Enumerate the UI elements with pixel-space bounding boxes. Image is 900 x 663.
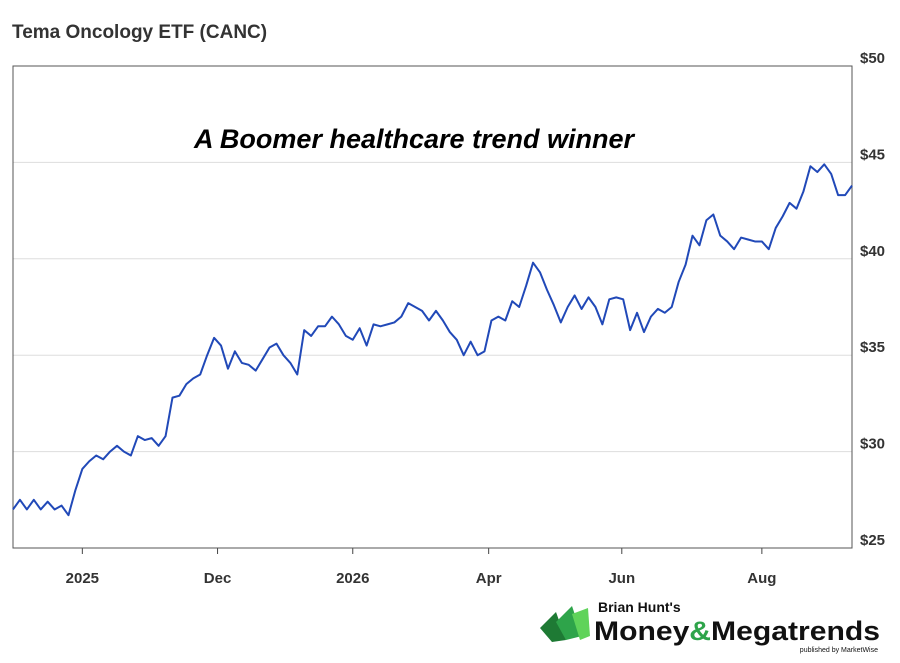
plot-border <box>12 65 853 549</box>
annotation: A Boomer healthcare trend winner <box>193 124 636 154</box>
y-tick-label: $50 <box>860 50 885 67</box>
x-tick-label: Jun <box>608 570 635 587</box>
logo-money: Money <box>594 616 689 646</box>
x-tick-label: 2025 <box>66 570 99 587</box>
price-line <box>12 163 853 517</box>
y-tick-label: $40 <box>860 243 885 260</box>
logo: Brian Hunt's Money &Megatrends published … <box>540 599 880 654</box>
x-tick-label: Aug <box>747 570 776 587</box>
logo-brand: Money &Megatrends <box>594 616 880 646</box>
logo-byline: Brian Hunt's <box>598 599 681 615</box>
logo-megatrends: Megatrends <box>711 616 880 646</box>
logo-icon <box>540 612 566 642</box>
x-tick-label: Dec <box>204 570 232 587</box>
x-tick-label: Apr <box>476 570 502 587</box>
plot-area: $25 $30 $35 $40 $45 $50 2025 Dec 2026 Apr Jun Aug <box>12 50 885 587</box>
x-tick-label: 2026 <box>336 570 369 587</box>
logo-amp: & <box>689 616 711 646</box>
y-tick-label: $45 <box>860 146 885 163</box>
logo-icon <box>556 606 582 640</box>
logo-publisher: published by MarketWise <box>800 647 878 654</box>
y-tick-label: $30 <box>860 436 885 453</box>
y-tick-label: $35 <box>860 339 885 356</box>
chart-title: Tema Oncology ETF (CANC) <box>12 22 267 43</box>
y-tick-label: $25 <box>860 532 885 549</box>
logo-icon <box>572 608 590 640</box>
